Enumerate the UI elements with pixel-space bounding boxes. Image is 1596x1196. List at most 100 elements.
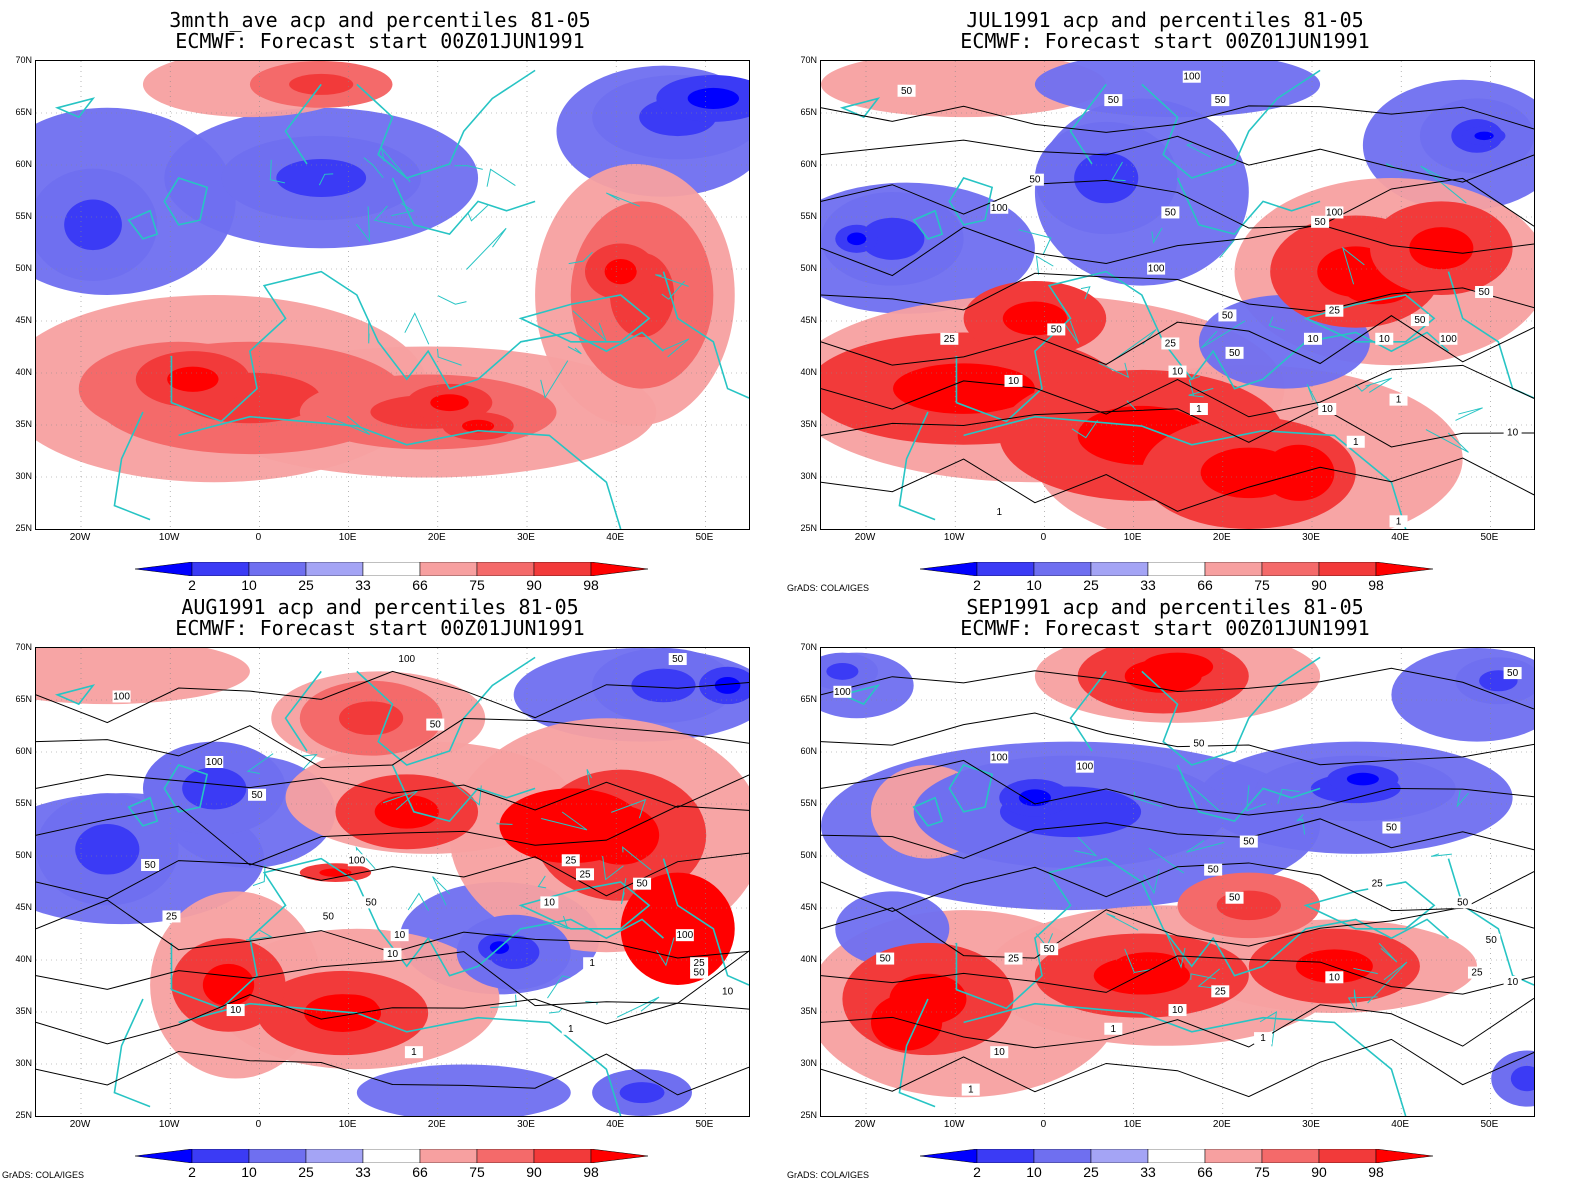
percentile-core — [847, 232, 867, 246]
coastline — [1303, 881, 1436, 930]
colorbar-label: 2 — [973, 577, 981, 593]
contour-label: 25 — [1008, 954, 1020, 965]
contour-label-bg — [1325, 206, 1344, 219]
contour-label: 50 — [1193, 738, 1205, 749]
contour-line — [821, 135, 1534, 183]
coastline — [518, 881, 651, 930]
percentile-core — [860, 217, 925, 260]
coastline — [54, 97, 96, 119]
contour-label-bg — [397, 653, 416, 666]
contour-label-bg — [1025, 173, 1044, 186]
country-border — [1018, 229, 1052, 255]
contour-label-bg — [940, 332, 959, 345]
contour-label-bg — [1168, 365, 1187, 378]
coastline — [391, 764, 536, 823]
map-svg: 5050100505050100501005025501025501010100… — [821, 61, 1534, 529]
colorbar-label: 98 — [1368, 577, 1384, 593]
lat-tick-label: 70N — [800, 642, 817, 652]
country-border — [1112, 329, 1157, 361]
lat-tick-label: 40N — [15, 367, 32, 377]
country-border — [467, 205, 489, 222]
lat-tick-label: 40N — [15, 954, 32, 964]
contour-label: 1 — [1396, 516, 1402, 527]
lat-tick-label: 55N — [800, 211, 817, 221]
lat-tick-label: 70N — [800, 55, 817, 65]
grads-credit: GrADS: COLA/IGES — [2, 1170, 85, 1180]
country-border — [391, 202, 415, 217]
country-border — [661, 280, 686, 300]
grads-credit: GrADS: COLA/IGES — [787, 583, 870, 593]
colorbar-swatch — [248, 561, 307, 577]
colorbar-label: 75 — [1254, 577, 1270, 593]
colorbar — [134, 1148, 655, 1167]
lat-tick-label: 35N — [800, 419, 817, 429]
colorbar-swatch — [1261, 1148, 1320, 1164]
coastline — [163, 764, 209, 813]
country-border — [382, 790, 418, 811]
contour-label: 25 — [1329, 306, 1341, 317]
contour-label: 1 — [1196, 404, 1202, 415]
colorbar-swatch — [1204, 1148, 1263, 1164]
coastline — [356, 656, 536, 766]
colorbar-label: 75 — [1254, 1164, 1270, 1180]
contour-label-bg — [347, 854, 366, 867]
contour-label-bg — [383, 947, 402, 960]
lon-tick-label: 20E — [1212, 532, 1231, 543]
contour-label: 50 — [323, 911, 335, 922]
country-border — [1296, 814, 1304, 822]
colorbar-label: 2 — [188, 577, 196, 593]
contour-line — [821, 315, 1534, 366]
contour-label-bg — [1318, 403, 1337, 415]
contour-label-bg — [1503, 975, 1522, 988]
colorbar-swatch — [476, 561, 535, 577]
lat-tick-label: 65N — [15, 694, 32, 704]
lon-tick-label: 10E — [1123, 1119, 1142, 1130]
percentile-core — [1346, 772, 1379, 786]
colorbar-arrow-low — [919, 1148, 978, 1164]
contour-label-bg — [1254, 1032, 1273, 1045]
panel-subtitle: ECMWF: Forecast start 00Z01JUN1991 — [175, 29, 585, 53]
contour-label-bg — [1382, 821, 1401, 834]
percentile-area — [356, 1064, 571, 1116]
map-panel: JUL1991 acp and percentiles 81-05 ECMWF: … — [785, 8, 1570, 598]
lat-tick-label: 35N — [15, 419, 32, 429]
country-border — [1306, 384, 1321, 409]
lat-tick-label: 50N — [15, 263, 32, 273]
country-border — [1126, 400, 1137, 411]
contour-label: 100 — [1076, 762, 1093, 773]
grads-credit: GrADS: COLA/IGES — [787, 1170, 870, 1180]
contour-label: 1 — [968, 1085, 974, 1096]
country-border — [407, 892, 429, 911]
contour-label-bg — [1218, 309, 1237, 322]
coastline — [284, 670, 322, 752]
contour-label: 10 — [544, 897, 556, 908]
percentile-core — [462, 419, 495, 433]
coastline — [1303, 294, 1436, 343]
contour-label: 25 — [694, 958, 706, 969]
colorbar-swatch — [1318, 561, 1377, 577]
colorbar-swatch — [1090, 1148, 1149, 1164]
lon-tick-label: 30E — [1302, 532, 1320, 543]
contour-label: 10 — [394, 930, 406, 941]
coastline — [54, 684, 96, 706]
coastline — [963, 415, 1407, 529]
map-svg — [36, 61, 749, 529]
colorbar-label: 25 — [298, 1164, 314, 1180]
percentile-core — [319, 868, 352, 877]
coastline — [1069, 670, 1107, 752]
contour-label: 1 — [996, 507, 1002, 518]
contour-label: 50 — [1486, 935, 1498, 946]
lat-tick-label: 30N — [800, 1058, 817, 1068]
percentile-core — [64, 199, 122, 251]
lat-tick-label: 60N — [15, 159, 32, 169]
colorbar-swatch — [533, 1148, 592, 1164]
colorbar-swatch — [1033, 1148, 1092, 1164]
lon-tick-label: 20W — [69, 532, 91, 543]
percentile-core — [652, 903, 704, 955]
panel-title: JUL1991 acp and percentiles 81-05 — [966, 8, 1364, 32]
contour-label: 10 — [1008, 376, 1020, 387]
lat-tick-label: 55N — [800, 798, 817, 808]
colorbar-swatch — [305, 561, 364, 577]
country-border — [490, 994, 517, 1009]
country-border — [436, 348, 462, 366]
